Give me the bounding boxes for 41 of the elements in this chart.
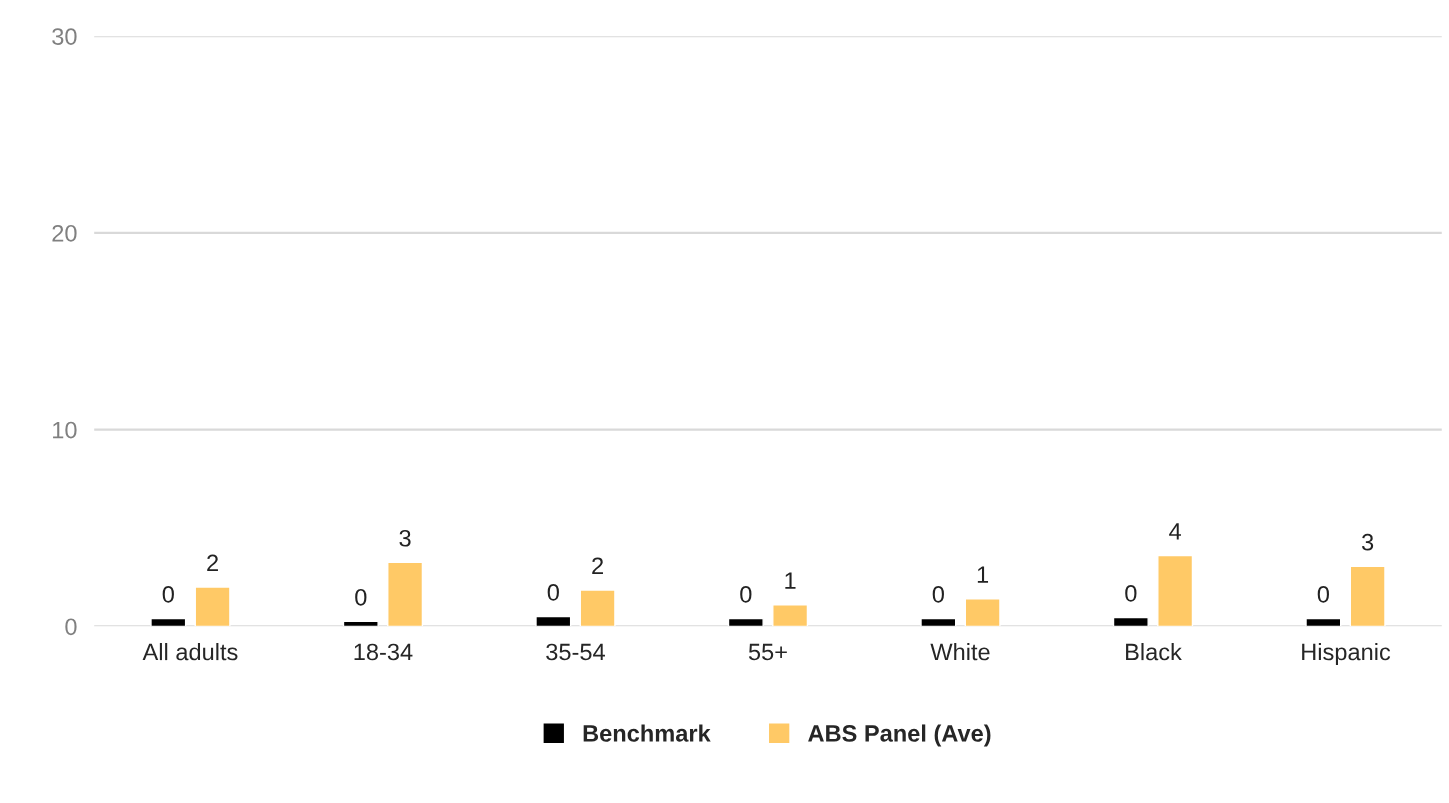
data-label: 0 bbox=[162, 585, 174, 603]
x-tick-label: 55+ bbox=[748, 643, 787, 661]
data-label: 0 bbox=[1317, 585, 1329, 603]
data-label: 2 bbox=[207, 554, 218, 571]
bar bbox=[535, 615, 572, 627]
bar bbox=[387, 561, 424, 627]
bar bbox=[727, 617, 764, 627]
data-label: 3 bbox=[399, 529, 411, 547]
bar bbox=[1349, 565, 1386, 627]
x-tick-label: 35-54 bbox=[546, 643, 605, 661]
bar bbox=[1157, 554, 1194, 627]
data-label: 1 bbox=[785, 572, 796, 589]
bar bbox=[920, 617, 957, 627]
bar bbox=[579, 589, 616, 627]
x-tick-label: Black bbox=[1126, 643, 1182, 661]
data-label: 4 bbox=[1169, 523, 1181, 540]
x-tick-label: 18-34 bbox=[354, 643, 413, 661]
bar bbox=[964, 598, 1001, 627]
legend-label: Benchmark bbox=[583, 724, 711, 742]
y-tick-label: 0 bbox=[65, 618, 77, 636]
bar bbox=[1305, 617, 1342, 627]
bar bbox=[150, 617, 187, 627]
bar bbox=[342, 620, 379, 627]
bar bbox=[1112, 616, 1149, 627]
data-label: 0 bbox=[547, 584, 559, 601]
x-tick-label: Hispanic bbox=[1302, 643, 1391, 666]
data-label: 0 bbox=[932, 585, 944, 603]
data-label: 0 bbox=[355, 588, 367, 606]
legend-label: ABS Panel (Ave) bbox=[808, 724, 991, 747]
y-tick-label: 30 bbox=[52, 28, 77, 45]
data-label: 0 bbox=[740, 585, 752, 603]
y-tick-label: 20 bbox=[52, 224, 77, 242]
data-label: 1 bbox=[977, 566, 989, 583]
bar bbox=[772, 604, 809, 627]
data-label: 0 bbox=[1125, 584, 1137, 602]
x-tick-label: All adults bbox=[142, 643, 238, 661]
x-tick-label: White bbox=[930, 643, 990, 661]
data-label: 3 bbox=[1361, 533, 1374, 551]
bar bbox=[194, 586, 231, 627]
data-label: 2 bbox=[592, 557, 603, 574]
y-tick-label: 10 bbox=[53, 421, 77, 439]
